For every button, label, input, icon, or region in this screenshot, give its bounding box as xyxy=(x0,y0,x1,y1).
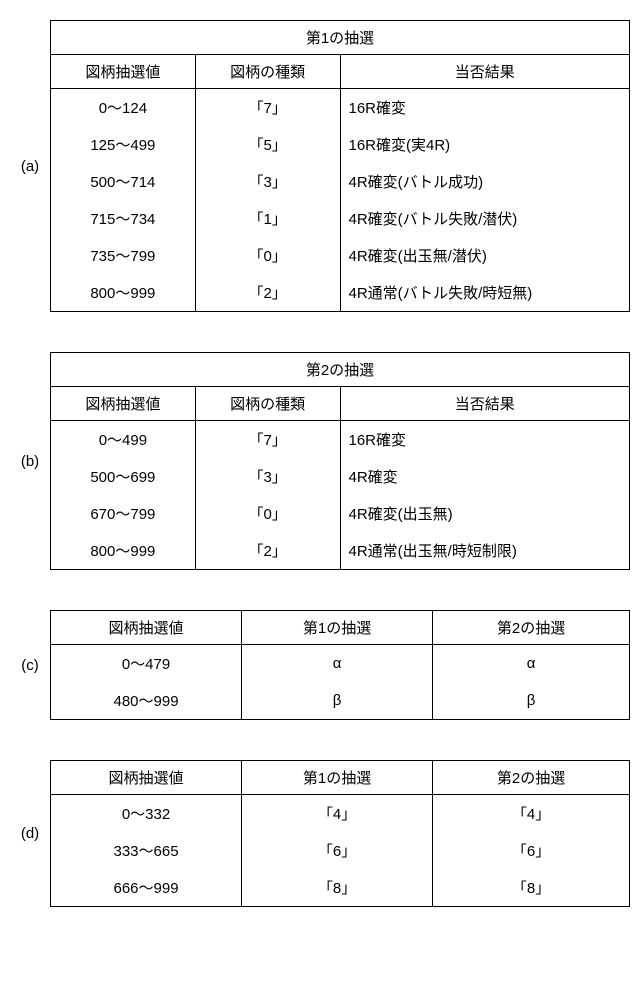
table-wrap-a: 第1の抽選 図柄抽選値 図柄の種類 当否結果 0～124「7」16R確変125～… xyxy=(50,20,630,312)
table-row: 715～734「1」4R確変(バトル失敗/潜伏) xyxy=(51,200,630,237)
table-row: 0～479αα xyxy=(51,645,630,683)
table-c-h1: 第1の抽選 xyxy=(242,611,433,645)
table-b-h0: 図柄抽選値 xyxy=(51,387,196,421)
table-cell: 715～734 xyxy=(51,200,196,237)
table-cell: 「8」 xyxy=(242,869,433,907)
table-cell: 0～479 xyxy=(51,645,242,683)
table-label-c: (c) xyxy=(10,657,50,674)
table-cell: 500～699 xyxy=(51,458,196,495)
table-c-body: 0～479αα480～999ββ xyxy=(51,645,630,720)
table-cell: 16R確変 xyxy=(340,421,630,459)
table-cell: 4R確変 xyxy=(340,458,630,495)
table-row: 0～499「7」16R確変 xyxy=(51,421,630,459)
table-cell: 「4」 xyxy=(433,795,630,833)
table-cell: β xyxy=(433,682,630,720)
table-row: 670～799「0」4R確変(出玉無) xyxy=(51,495,630,532)
table-cell: 「8」 xyxy=(433,869,630,907)
table-cell: 「2」 xyxy=(195,532,340,570)
table-cell: 「6」 xyxy=(242,832,433,869)
table-cell: 0～332 xyxy=(51,795,242,833)
table-wrap-c: 図柄抽選値 第1の抽選 第2の抽選 0～479αα480～999ββ xyxy=(50,610,630,720)
table-cell: 670～799 xyxy=(51,495,196,532)
table-cell: 125～499 xyxy=(51,126,196,163)
table-row: 735～799「0」4R確変(出玉無/潜伏) xyxy=(51,237,630,274)
table-cell: 「2」 xyxy=(195,274,340,312)
table-cell: 「7」 xyxy=(195,89,340,127)
table-cell: α xyxy=(433,645,630,683)
table-b-h1: 図柄の種類 xyxy=(195,387,340,421)
table-c-h2: 第2の抽選 xyxy=(433,611,630,645)
table-d: 図柄抽選値 第1の抽選 第2の抽選 0～332「4」「4」333～665「6」「… xyxy=(50,760,630,907)
table-a-title: 第1の抽選 xyxy=(51,21,630,55)
table-cell: 「4」 xyxy=(242,795,433,833)
table-row: 500～699「3」4R確変 xyxy=(51,458,630,495)
table-cell: 4R確変(出玉無/潜伏) xyxy=(340,237,630,274)
table-d-h2: 第2の抽選 xyxy=(433,761,630,795)
table-cell: 4R通常(バトル失敗/時短無) xyxy=(340,274,630,312)
table-cell: 480～999 xyxy=(51,682,242,720)
table-cell: 4R確変(バトル失敗/潜伏) xyxy=(340,200,630,237)
table-d-h0: 図柄抽選値 xyxy=(51,761,242,795)
table-cell: α xyxy=(242,645,433,683)
table-row: 0～332「4」「4」 xyxy=(51,795,630,833)
table-cell: 800～999 xyxy=(51,532,196,570)
table-cell: 16R確変(実4R) xyxy=(340,126,630,163)
table-cell: 「3」 xyxy=(195,458,340,495)
table-label-b: (b) xyxy=(10,453,50,470)
table-cell: 「7」 xyxy=(195,421,340,459)
table-block-c: (c) 図柄抽選値 第1の抽選 第2の抽選 0～479αα480～999ββ xyxy=(10,610,630,720)
table-cell: 800～999 xyxy=(51,274,196,312)
table-cell: 0～499 xyxy=(51,421,196,459)
table-a-h0: 図柄抽選値 xyxy=(51,55,196,89)
table-a-h1: 図柄の種類 xyxy=(195,55,340,89)
table-c: 図柄抽選値 第1の抽選 第2の抽選 0～479αα480～999ββ xyxy=(50,610,630,720)
table-cell: 4R通常(出玉無/時短制限) xyxy=(340,532,630,570)
table-cell: 「5」 xyxy=(195,126,340,163)
table-wrap-b: 第2の抽選 図柄抽選値 図柄の種類 当否結果 0～499「7」16R確変500～… xyxy=(50,352,630,570)
table-cell: 「1」 xyxy=(195,200,340,237)
table-cell: 666～999 xyxy=(51,869,242,907)
table-b-body: 0～499「7」16R確変500～699「3」4R確変670～799「0」4R確… xyxy=(51,421,630,570)
table-b: 第2の抽選 図柄抽選値 図柄の種類 当否結果 0～499「7」16R確変500～… xyxy=(50,352,630,570)
table-cell: 4R確変(出玉無) xyxy=(340,495,630,532)
table-cell: 0～124 xyxy=(51,89,196,127)
table-cell: 16R確変 xyxy=(340,89,630,127)
table-b-h2: 当否結果 xyxy=(340,387,630,421)
table-row: 800～999「2」4R通常(出玉無/時短制限) xyxy=(51,532,630,570)
table-row: 500～714「3」4R確変(バトル成功) xyxy=(51,163,630,200)
table-c-h0: 図柄抽選値 xyxy=(51,611,242,645)
table-b-title: 第2の抽選 xyxy=(51,353,630,387)
table-wrap-d: 図柄抽選値 第1の抽選 第2の抽選 0～332「4」「4」333～665「6」「… xyxy=(50,760,630,907)
table-cell: 333～665 xyxy=(51,832,242,869)
table-a-h2: 当否結果 xyxy=(340,55,630,89)
table-row: 125～499「5」16R確変(実4R) xyxy=(51,126,630,163)
table-cell: 「3」 xyxy=(195,163,340,200)
table-block-a: (a) 第1の抽選 図柄抽選値 図柄の種類 当否結果 0～124「7」16R確変… xyxy=(10,20,630,312)
table-row: 0～124「7」16R確変 xyxy=(51,89,630,127)
table-a-body: 0～124「7」16R確変125～499「5」16R確変(実4R)500～714… xyxy=(51,89,630,312)
table-row: 333～665「6」「6」 xyxy=(51,832,630,869)
table-cell: 500～714 xyxy=(51,163,196,200)
table-cell: β xyxy=(242,682,433,720)
table-cell: 「0」 xyxy=(195,495,340,532)
table-row: 480～999ββ xyxy=(51,682,630,720)
table-label-a: (a) xyxy=(10,158,50,175)
table-a: 第1の抽選 図柄抽選値 図柄の種類 当否結果 0～124「7」16R確変125～… xyxy=(50,20,630,312)
table-row: 800～999「2」4R通常(バトル失敗/時短無) xyxy=(51,274,630,312)
table-cell: 「0」 xyxy=(195,237,340,274)
table-cell: 「6」 xyxy=(433,832,630,869)
table-cell: 735～799 xyxy=(51,237,196,274)
table-label-d: (d) xyxy=(10,825,50,842)
table-d-body: 0～332「4」「4」333～665「6」「6」666～999「8」「8」 xyxy=(51,795,630,907)
table-block-b: (b) 第2の抽選 図柄抽選値 図柄の種類 当否結果 0～499「7」16R確変… xyxy=(10,352,630,570)
table-row: 666～999「8」「8」 xyxy=(51,869,630,907)
table-cell: 4R確変(バトル成功) xyxy=(340,163,630,200)
table-block-d: (d) 図柄抽選値 第1の抽選 第2の抽選 0～332「4」「4」333～665… xyxy=(10,760,630,907)
table-d-h1: 第1の抽選 xyxy=(242,761,433,795)
